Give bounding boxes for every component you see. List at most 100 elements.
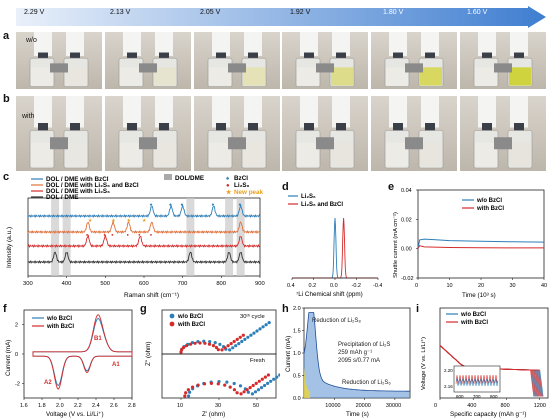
legend-i-wo: w/o BzCl [460,312,486,318]
legend-d-li2s6-bzcl: Li₂S₆ and BzCl [301,202,343,208]
g-point [232,388,237,392]
panel-a-label: w/o [26,37,37,44]
g-point [193,341,197,345]
h-area-fill-initial [304,366,311,398]
g-point [266,381,270,385]
legend-f-with: with BzCl [46,324,74,330]
legend-c-newpeak-marker: New peak [234,189,264,196]
legend-g-wo: w/o BzCl [177,314,203,320]
c-marker-bzcl: ♠ [181,202,184,208]
g-point [252,331,256,335]
panel-h-annot-time: 2095 s/0.77 mA [338,358,380,364]
c-marker-bzcl: ♠ [169,202,172,208]
panel-h-ylabel: Current (mA) [285,336,292,372]
photo-a-6 [460,32,546,89]
c-marker-new: ★ [127,218,132,224]
h-ytick-label: 2.0 [293,306,301,312]
f-xtick-label: 2.8 [128,403,136,409]
c-marker-bzcl: ♠ [239,202,242,208]
g-point [238,335,242,339]
g-point [238,384,243,388]
c-marker-new: ★ [142,218,147,224]
c-marker-new: ★ [88,218,93,224]
g-point [229,342,233,346]
panel-c-ylabel: Intensity (a.u.) [6,227,13,268]
g-point [246,390,250,394]
h-cell-illustration [296,32,355,88]
d-xtick-label: 0.4 [287,283,295,289]
h-cell-illustration [384,96,444,169]
panel-c-xlabel: Raman shift (cm⁻¹) [124,292,179,299]
c-band [51,198,60,276]
f-xtick-label: 1.6 [20,403,28,409]
g-point [263,383,267,388]
g-point [181,345,186,350]
d-xtick-label: 0.2 [309,283,317,289]
g-point [241,333,245,337]
c-xtick-label: 600 [139,281,149,287]
e-curve [417,238,545,249]
g-point [198,341,202,345]
e-xtick-label: 20 [478,283,484,289]
panel-f-annot-a2: A2 [44,380,52,386]
c-marker-li2s6: ● [86,232,89,237]
g-point [258,327,262,331]
g-point [239,392,243,396]
d-curve [292,217,378,279]
g-point [246,335,250,339]
h-area-fill [304,312,410,398]
g-point [211,344,216,348]
f-curve [32,314,133,390]
g-point [243,337,247,341]
panel-f-ylabel: Current (mA) [5,340,12,376]
g-point [184,391,188,395]
g-point [220,348,224,352]
panel-f-xlabel: Voltage (V vs. Li/Li⁺) [46,411,104,418]
photo-b-2 [104,96,191,171]
panel-f-frame [23,309,133,399]
g-point [190,385,195,389]
g-point [266,373,270,377]
i-xtick-label: 1200 [534,403,546,409]
i-inset-curve-blue [455,377,499,387]
g-point [249,333,253,337]
c-marker-new: ★ [111,218,116,224]
panel-letter-h: h [282,303,289,315]
photo-row-a [16,32,546,89]
panel-h-annot-capacity: 259 mAh g⁻¹ [338,350,372,356]
panel-i-xlabel: Specific capacity (mAh g⁻¹) [450,411,526,418]
e-ytick-label: 0.00 [401,247,412,253]
h-cell-illustration [296,96,355,169]
e-xtick-label: 40 [541,283,547,289]
g-point [235,337,239,341]
g-xtick-label: 30 [215,403,221,409]
g-point [232,381,236,386]
panel-d-xlabel: ⁷Li Chemical shift (ppm) [296,291,363,298]
h-cell-illustration [29,96,89,169]
h-xtick-label: 10000 [325,403,340,409]
panel-i-ylabel: Voltage (V vs. Li/Li⁺) [420,337,427,390]
e-xtick-label: 10 [447,283,453,289]
c-curve [27,251,261,265]
e-ytick-label: 0.04 [401,188,412,194]
c-marker-bzcl: ♠ [212,202,215,208]
g-point [203,341,207,345]
i-inset-ytick: 2.20 [444,368,453,373]
g-point [184,344,189,348]
g-xtick-label: 10 [177,403,183,409]
g-point [202,382,207,386]
g-point [269,379,273,383]
e-xtick-label: 30 [510,283,516,289]
voltage-label-1: 2.29 V [24,9,45,16]
legend-c-bzcl-marker-symbol: ♠ [226,176,230,182]
panel-f-annot-a1: A1 [112,362,120,368]
legend-c-li2s6-marker-symbol: ● [226,183,230,189]
legend-c-dol-band: DOL/DME [175,175,204,182]
legend-c-bzcl-marker: BzCl [234,175,248,182]
g-point [275,375,279,379]
panel-h-annot-red-s6: Reduction of Li₂S₆ [342,380,391,386]
c-curve [27,220,261,235]
voltage-label-5: 1.80 V [383,9,404,16]
voltage-arrow-bar [16,6,546,28]
